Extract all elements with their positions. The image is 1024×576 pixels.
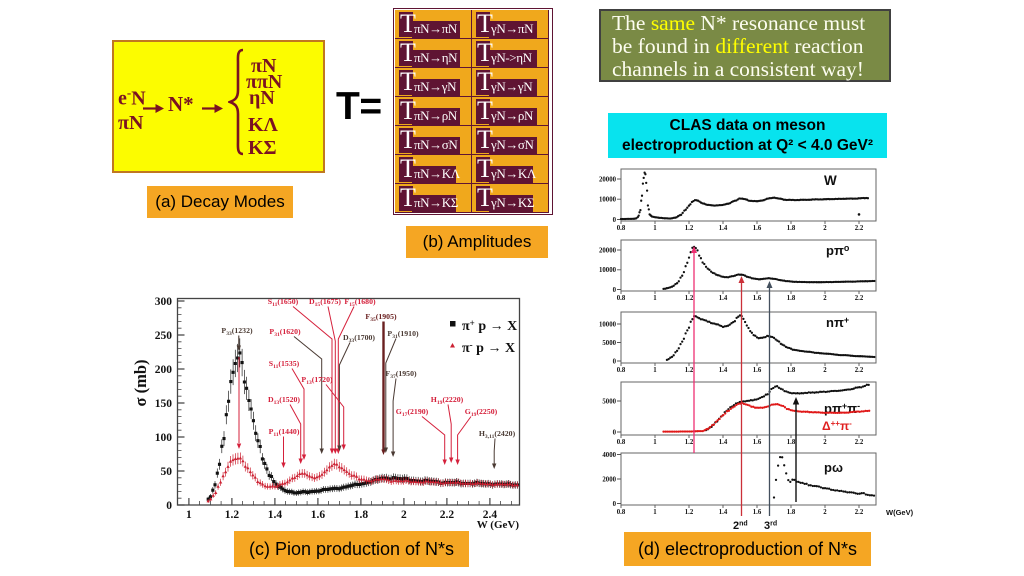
svg-text:1: 1 xyxy=(186,509,192,521)
svg-text:10000: 10000 xyxy=(599,197,617,204)
svg-text:D13(1520): D13(1520) xyxy=(268,395,300,406)
svg-text:P13(1720): P13(1720) xyxy=(301,375,333,386)
svg-text:0: 0 xyxy=(613,501,617,508)
svg-text:0.8: 0.8 xyxy=(617,509,626,516)
svg-text:1.6: 1.6 xyxy=(753,439,762,446)
svg-text:0: 0 xyxy=(613,287,617,294)
svg-text:π+ p → X: π+ p → X xyxy=(462,318,517,334)
svg-text:F37(1950): F37(1950) xyxy=(385,369,417,380)
svg-text:1.8: 1.8 xyxy=(354,509,369,521)
svg-text:1.6: 1.6 xyxy=(311,509,326,521)
svg-text:1.8: 1.8 xyxy=(787,225,796,232)
svg-text:2.2: 2.2 xyxy=(855,295,864,302)
svg-text:1.2: 1.2 xyxy=(685,439,694,446)
svg-text:2: 2 xyxy=(823,225,827,232)
svg-text:2nd: 2nd xyxy=(733,520,748,532)
svg-text:2.4: 2.4 xyxy=(483,509,498,521)
svg-text:2: 2 xyxy=(823,439,827,446)
svg-text:2.2: 2.2 xyxy=(440,509,455,521)
svg-text:20000: 20000 xyxy=(599,247,617,254)
svg-text:1.4: 1.4 xyxy=(719,509,728,516)
svg-text:200: 200 xyxy=(155,364,173,376)
svg-text:W: W xyxy=(824,173,837,188)
svg-text:1.4: 1.4 xyxy=(719,439,728,446)
svg-text:0.8: 0.8 xyxy=(617,295,626,302)
svg-text:π- p → X: π- p → X xyxy=(462,340,515,356)
svg-text:1.4: 1.4 xyxy=(719,367,728,374)
svg-text:0.8: 0.8 xyxy=(617,439,626,446)
svg-text:pπ+π-: pπ+π- xyxy=(824,401,860,416)
svg-text:P31(1910): P31(1910) xyxy=(387,329,419,340)
svg-text:σ (mb): σ (mb) xyxy=(131,359,150,406)
svg-text:2.2: 2.2 xyxy=(855,439,864,446)
svg-text:0: 0 xyxy=(613,429,617,436)
svg-text:G19(2250): G19(2250) xyxy=(465,407,498,418)
svg-text:0.8: 0.8 xyxy=(617,225,626,232)
svg-text:2.2: 2.2 xyxy=(855,367,864,374)
svg-text:1.8: 1.8 xyxy=(787,367,796,374)
svg-text:1.4: 1.4 xyxy=(719,225,728,232)
svg-text:S11(1650): S11(1650) xyxy=(268,297,299,308)
svg-text:1.8: 1.8 xyxy=(787,439,796,446)
svg-text:P33(1232): P33(1232) xyxy=(221,326,253,337)
svg-text:1.2: 1.2 xyxy=(685,225,694,232)
svg-text:1.6: 1.6 xyxy=(753,295,762,302)
svg-text:2: 2 xyxy=(823,367,827,374)
svg-text:F15(1680): F15(1680) xyxy=(344,297,376,308)
svg-text:10000: 10000 xyxy=(599,267,617,274)
svg-text:100: 100 xyxy=(155,432,173,444)
svg-text:pω: pω xyxy=(824,460,843,475)
svg-text:0.8: 0.8 xyxy=(617,367,626,374)
svg-text:250: 250 xyxy=(155,330,173,342)
svg-text:1.2: 1.2 xyxy=(225,509,240,521)
svg-text:1: 1 xyxy=(653,509,657,516)
svg-text:1.2: 1.2 xyxy=(685,295,694,302)
svg-text:2: 2 xyxy=(401,509,407,521)
svg-text:50: 50 xyxy=(161,466,173,478)
svg-text:1.8: 1.8 xyxy=(787,509,796,516)
svg-text:nπ+: nπ+ xyxy=(826,315,849,330)
svg-text:W(GeV): W(GeV) xyxy=(886,508,914,517)
svg-text:1.2: 1.2 xyxy=(685,509,694,516)
svg-text:D15(1675): D15(1675) xyxy=(309,297,341,308)
svg-text:2000: 2000 xyxy=(602,476,616,483)
svg-text:H3,11(2420): H3,11(2420) xyxy=(479,429,516,440)
svg-text:1: 1 xyxy=(653,367,657,374)
svg-text:S11(1535): S11(1535) xyxy=(269,359,300,370)
svg-text:2.2: 2.2 xyxy=(855,225,864,232)
svg-text:0: 0 xyxy=(613,217,617,224)
svg-text:1: 1 xyxy=(653,225,657,232)
svg-text:4000: 4000 xyxy=(602,452,616,459)
svg-text:2: 2 xyxy=(823,295,827,302)
svg-text:D33(1700): D33(1700) xyxy=(343,333,375,344)
svg-text:0: 0 xyxy=(166,500,172,512)
svg-text:150: 150 xyxy=(155,398,173,410)
svg-text:3rd: 3rd xyxy=(764,520,777,532)
svg-text:F35(1905): F35(1905) xyxy=(365,312,397,323)
svg-text:2: 2 xyxy=(823,509,827,516)
svg-text:H19(2220): H19(2220) xyxy=(431,395,464,406)
svg-text:1.4: 1.4 xyxy=(719,295,728,302)
svg-text:P31(1620): P31(1620) xyxy=(269,327,301,338)
svg-text:P11(1440): P11(1440) xyxy=(269,427,300,438)
svg-text:Δ++π-: Δ++π- xyxy=(822,419,852,433)
svg-text:1.8: 1.8 xyxy=(787,295,796,302)
svg-text:0: 0 xyxy=(613,358,617,365)
svg-text:5000: 5000 xyxy=(602,398,616,405)
svg-text:pπo: pπo xyxy=(826,243,850,258)
svg-text:1: 1 xyxy=(653,439,657,446)
svg-text:W (GeV): W (GeV) xyxy=(477,519,520,531)
svg-text:5000: 5000 xyxy=(602,340,616,347)
svg-text:10000: 10000 xyxy=(599,321,617,328)
svg-text:1.6: 1.6 xyxy=(753,225,762,232)
svg-text:1.6: 1.6 xyxy=(753,509,762,516)
svg-text:1: 1 xyxy=(653,295,657,302)
svg-text:G17(2190): G17(2190) xyxy=(396,407,429,418)
svg-text:300: 300 xyxy=(155,296,173,308)
svg-text:1.4: 1.4 xyxy=(268,509,283,521)
svg-text:1.6: 1.6 xyxy=(753,367,762,374)
svg-text:2.2: 2.2 xyxy=(855,509,864,516)
svg-text:20000: 20000 xyxy=(599,176,617,183)
svg-text:1.2: 1.2 xyxy=(685,367,694,374)
